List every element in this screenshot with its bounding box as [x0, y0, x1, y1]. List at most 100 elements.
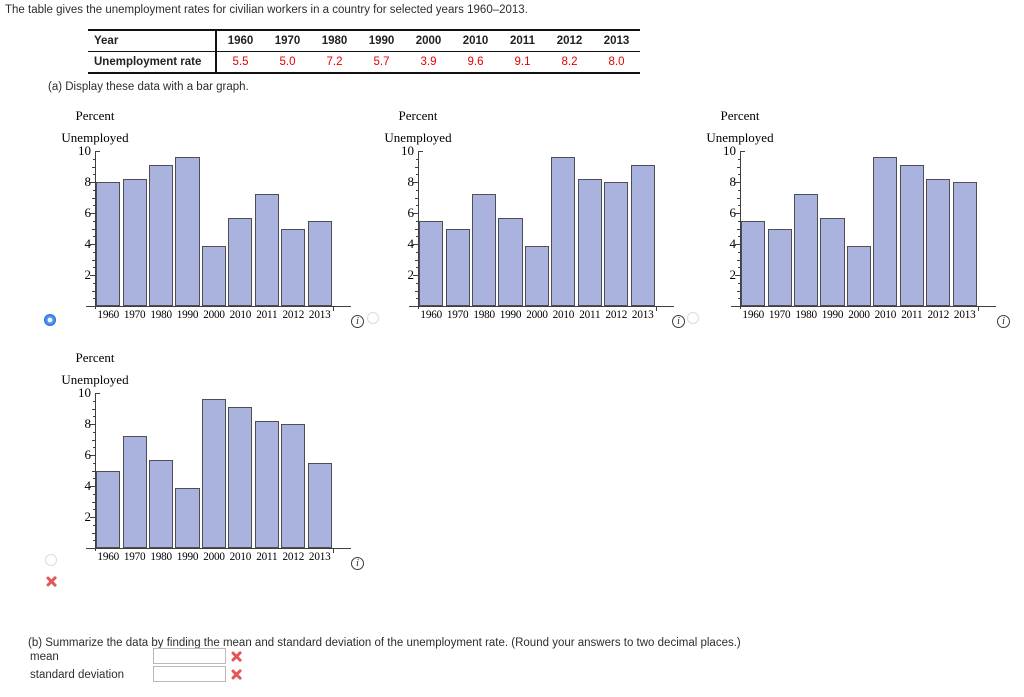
- bar: [228, 407, 253, 548]
- x-tick-label: 1980: [795, 309, 817, 321]
- y-axis-tick: [92, 174, 95, 176]
- y-axis-tick: [415, 205, 418, 207]
- rate-cell: 7.2: [326, 56, 343, 68]
- y-axis-tick: [415, 189, 418, 191]
- y-axis-tick: [736, 290, 740, 292]
- x-tick-label: 1980: [150, 309, 172, 321]
- x-tick-label: 1990: [499, 309, 522, 321]
- option-1-radio[interactable]: [44, 314, 56, 326]
- part-b-instruction: (b) Summarize the data by finding the me…: [28, 637, 741, 649]
- standard-deviation-input[interactable]: [153, 666, 226, 682]
- y-axis-tick: [90, 213, 95, 214]
- y-tick-label: 10: [78, 143, 91, 158]
- bar: [630, 165, 655, 306]
- x-tick-label: 2000: [848, 309, 870, 321]
- y-axis-tick: [737, 205, 740, 207]
- y-axis-tick: [91, 290, 95, 292]
- y-axis-tick: [413, 213, 418, 214]
- mean-label: mean: [30, 651, 59, 663]
- part-a-instruction: (a) Display these data with a bar graph.: [48, 81, 249, 93]
- x-axis-end-tick: [333, 548, 334, 553]
- bar-graph-option-2: Percent Unemployed 2 4 6 8 10 1960 1970 1980 1990 2…: [368, 105, 688, 330]
- y-axis-tick: [90, 275, 95, 276]
- y-axis-tick: [415, 251, 418, 253]
- bar: [254, 420, 279, 548]
- bar: [551, 157, 576, 306]
- y-axis-tick: [737, 282, 740, 284]
- y-axis-tick: [737, 251, 740, 253]
- bar: [846, 245, 872, 306]
- x-tick-label: 2012: [282, 551, 305, 563]
- bar: [952, 182, 977, 306]
- y-axis-tick: [737, 220, 740, 222]
- y-axis-tick: [90, 486, 95, 487]
- y-axis-end-tick: [96, 151, 100, 152]
- year-cell: 1970: [264, 30, 311, 52]
- x-tick-label: 2011: [256, 551, 278, 563]
- y-axis-tick: [92, 251, 95, 253]
- x-tick-label: 1980: [150, 551, 172, 563]
- bar: [96, 470, 121, 548]
- option-2-radio[interactable]: [367, 312, 379, 324]
- rate-cell: 3.9: [420, 56, 437, 68]
- bar: [281, 228, 306, 306]
- y-axis-tick: [91, 259, 95, 261]
- option-3-radio[interactable]: [687, 312, 699, 324]
- bar: [228, 217, 253, 306]
- y-axis-line: [95, 393, 96, 551]
- y-axis-title-line: Unemployed: [706, 130, 774, 145]
- bar: [254, 194, 279, 306]
- bar-graph-option-1: Percent Unemployed 2 4 6 8 10 1960 1970 1980 1990 2…: [45, 105, 365, 330]
- rate-cell: 9.1: [514, 56, 531, 68]
- year-cell: 2000: [405, 30, 452, 52]
- year-cell: 2013: [593, 30, 640, 52]
- y-axis-tick: [91, 470, 95, 472]
- y-axis-tick: [414, 290, 418, 292]
- info-icon[interactable]: i: [672, 315, 685, 328]
- y-axis-tick: [415, 220, 418, 222]
- y-axis-tick: [413, 275, 418, 276]
- x-tick-label: 1990: [176, 309, 199, 321]
- x-axis-end-tick: [333, 306, 334, 311]
- y-axis-tick: [90, 517, 95, 518]
- y-axis-title: Percent Unemployed: [376, 105, 460, 149]
- bar: [498, 217, 523, 306]
- x-tick-label: 1960: [97, 309, 119, 321]
- bar: [820, 217, 845, 306]
- y-axis-tick: [92, 267, 95, 269]
- x-tick-label: 2011: [579, 309, 601, 321]
- y-tick-label: 10: [78, 385, 91, 400]
- y-axis-tick: [735, 244, 740, 245]
- y-axis-tick: [414, 197, 418, 199]
- y-axis-tick: [90, 455, 95, 456]
- x-tick-label: 1970: [446, 309, 469, 321]
- x-tick-label: 2010: [229, 551, 252, 563]
- y-tick-label: 6: [729, 205, 737, 220]
- x-tick-label: 2000: [203, 551, 225, 563]
- rate-cell: 5.0: [279, 56, 296, 68]
- y-axis-line: [418, 151, 419, 309]
- info-icon[interactable]: i: [351, 557, 364, 570]
- y-axis-tick: [737, 298, 740, 300]
- incorrect-icon: [230, 668, 243, 681]
- y-tick-label: 10: [401, 143, 414, 158]
- info-icon[interactable]: i: [997, 315, 1010, 328]
- year-cell: 2011: [499, 30, 546, 52]
- x-tick-label: 2010: [229, 309, 252, 321]
- y-axis-tick: [735, 213, 740, 214]
- y-tick-label: 4: [729, 236, 737, 251]
- option-4-radio[interactable]: [45, 554, 57, 566]
- y-axis-end-tick: [741, 151, 745, 152]
- mean-input[interactable]: [153, 648, 226, 664]
- y-axis-tick: [91, 197, 95, 199]
- bar-graph-option-3: Percent Unemployed 2 4 6 8 10 1960 1970 1980 1990 2…: [690, 105, 1010, 330]
- info-icon[interactable]: i: [351, 315, 364, 328]
- bar: [149, 459, 174, 548]
- y-axis-tick: [90, 182, 95, 183]
- y-axis-tick: [91, 166, 95, 168]
- bar: [281, 424, 306, 548]
- y-axis-tick: [91, 501, 95, 503]
- bar: [604, 182, 629, 306]
- y-axis-title-line: Unemployed: [384, 130, 452, 145]
- y-axis-tick: [415, 267, 418, 269]
